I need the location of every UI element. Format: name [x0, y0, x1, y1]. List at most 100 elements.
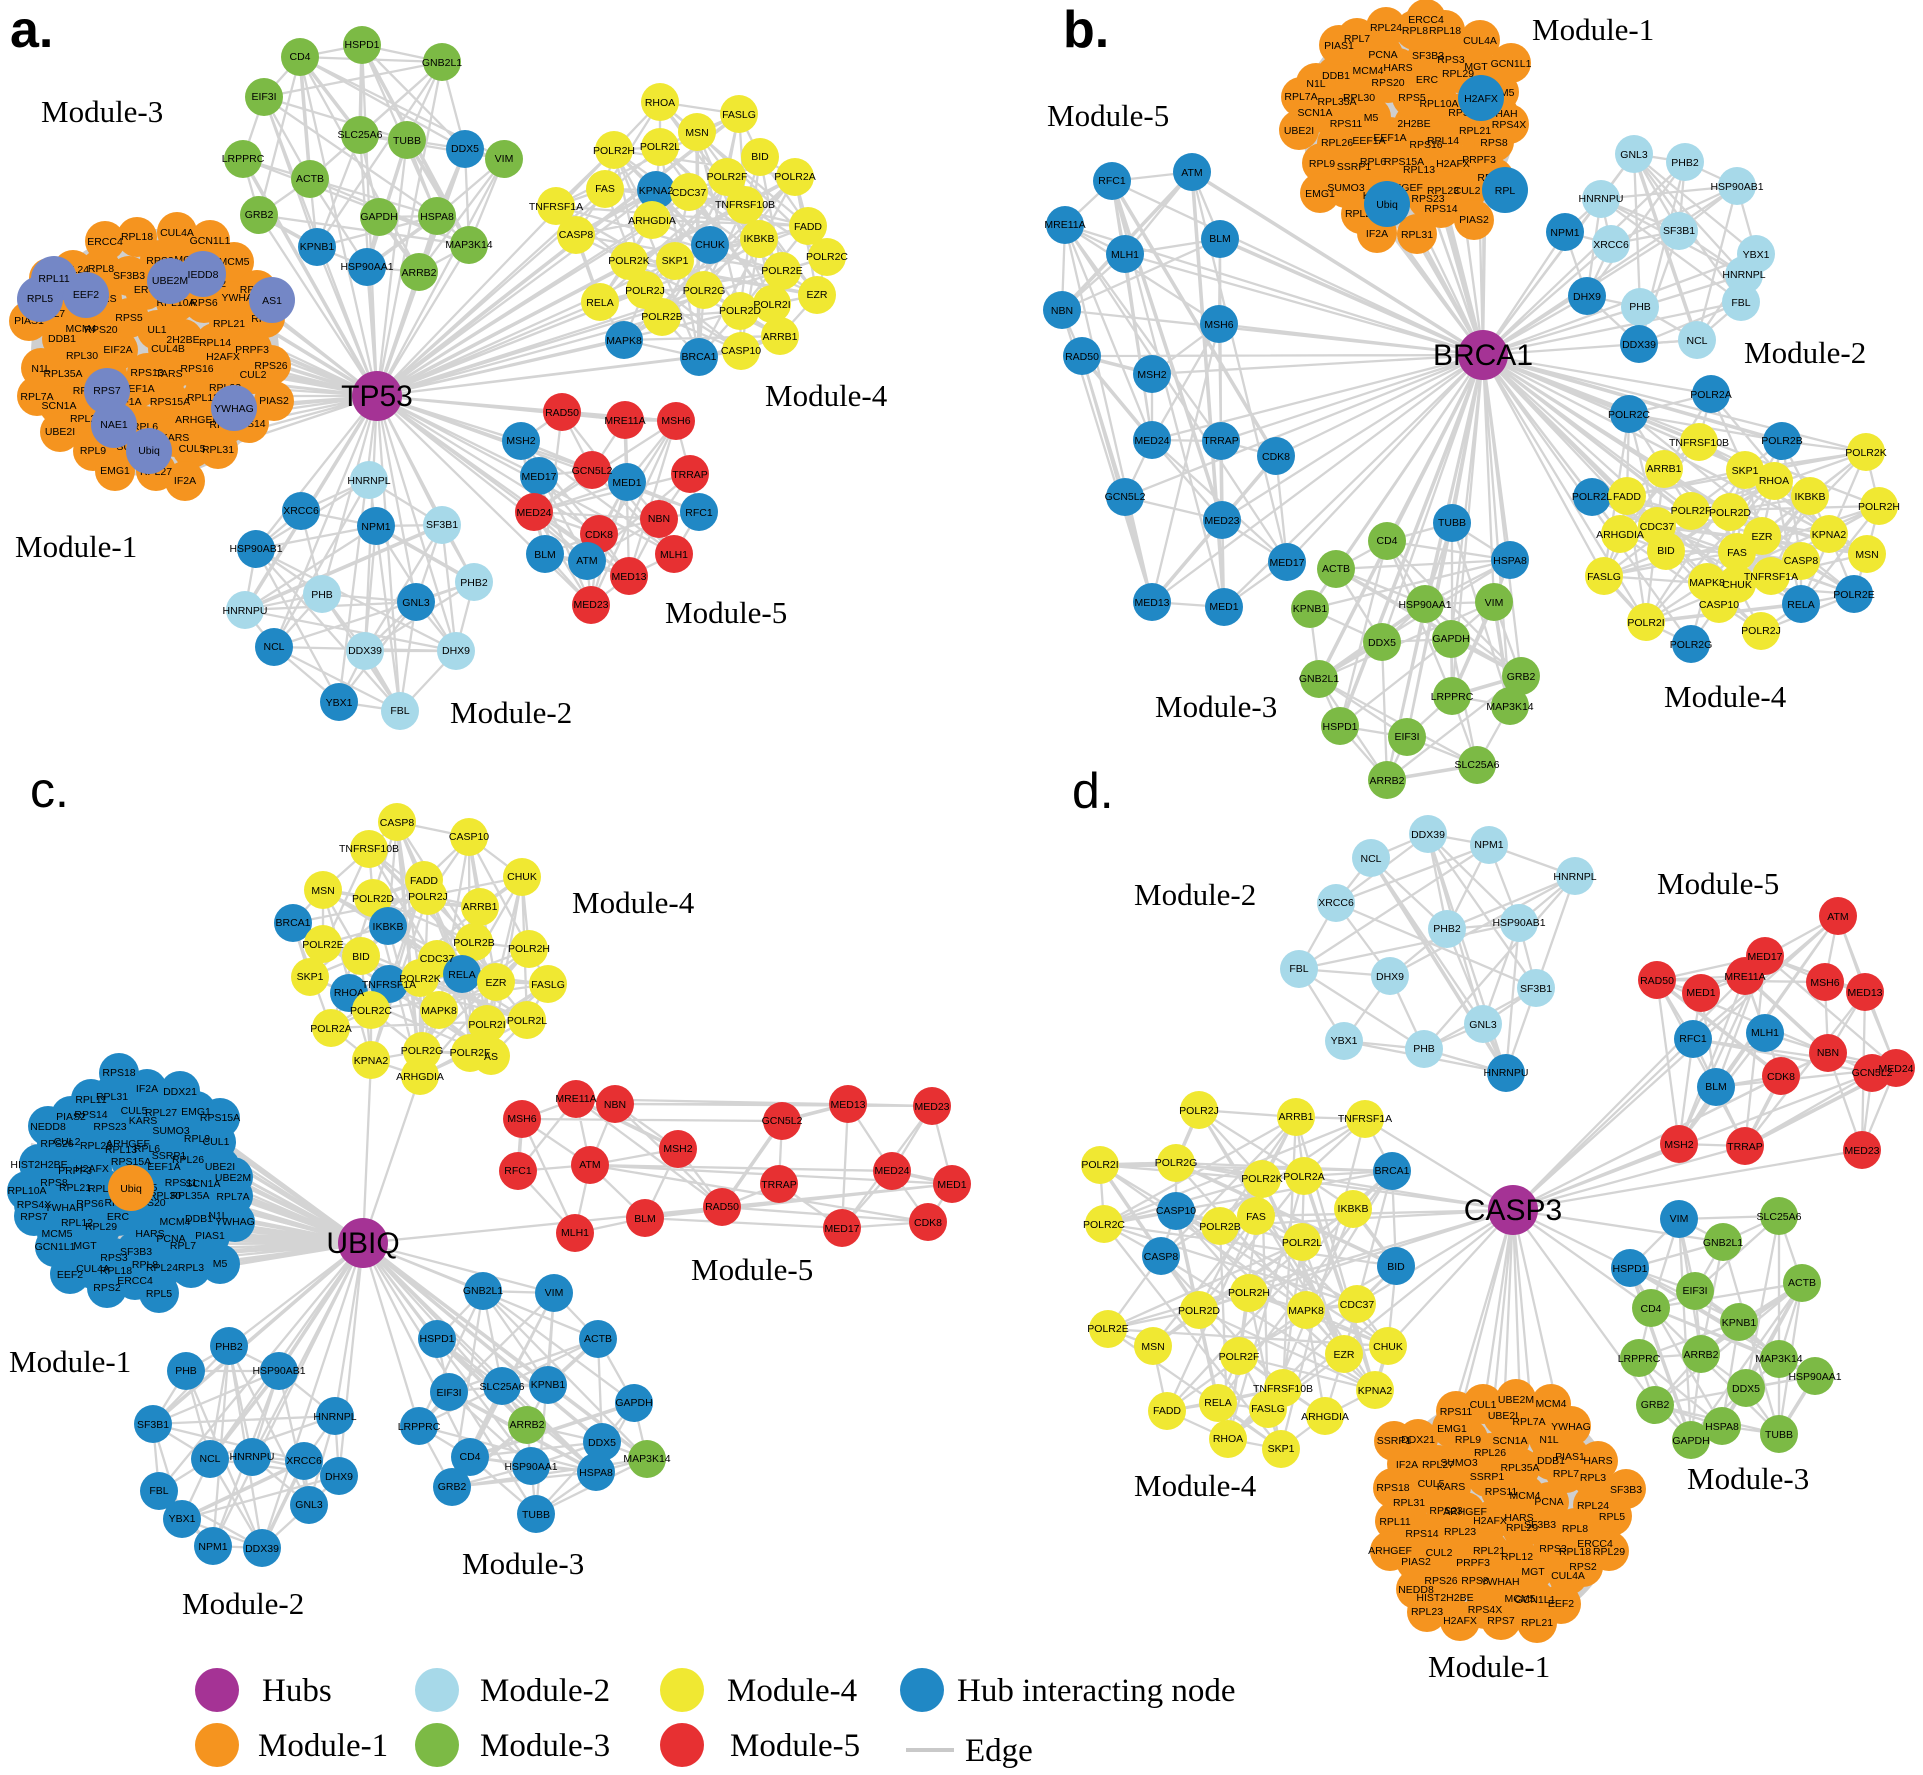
svg-text:RPL11: RPL11 — [38, 273, 69, 285]
svg-text:PRPF3: PRPF3 — [58, 1165, 92, 1177]
svg-text:RPL21: RPL21 — [213, 318, 245, 330]
svg-text:SKP1: SKP1 — [297, 971, 324, 983]
svg-text:ERCC4: ERCC4 — [87, 236, 123, 248]
svg-text:MED23: MED23 — [1204, 515, 1239, 527]
svg-text:BRCA1: BRCA1 — [1433, 339, 1533, 372]
svg-text:CUL2: CUL2 — [54, 1136, 81, 1148]
svg-text:YBX1: YBX1 — [169, 1513, 196, 1525]
svg-text:Module-2: Module-2 — [182, 1586, 304, 1621]
svg-text:NCL: NCL — [199, 1453, 220, 1465]
svg-text:SKP1: SKP1 — [662, 255, 689, 267]
svg-text:MGT: MGT — [73, 1240, 97, 1252]
svg-text:MED1: MED1 — [1209, 601, 1238, 613]
svg-text:RPS8: RPS8 — [1461, 1575, 1489, 1587]
svg-text:RPL10A: RPL10A — [1419, 98, 1458, 110]
svg-text:SCN1A: SCN1A — [185, 1178, 220, 1190]
svg-text:POLR2H: POLR2H — [1858, 501, 1900, 513]
svg-text:CASP10: CASP10 — [1699, 599, 1739, 611]
svg-text:DDX39: DDX39 — [245, 1543, 279, 1555]
svg-text:KPNB1: KPNB1 — [300, 241, 335, 253]
svg-text:RPL7A: RPL7A — [1284, 91, 1317, 103]
svg-text:BID: BID — [1387, 1261, 1405, 1273]
svg-text:CUL1: CUL1 — [203, 1136, 230, 1148]
svg-text:H2AFX: H2AFX — [1473, 1515, 1507, 1527]
svg-text:MSH2: MSH2 — [1664, 1139, 1693, 1151]
svg-text:PHB2: PHB2 — [1433, 923, 1461, 935]
svg-text:ATM: ATM — [1827, 911, 1848, 923]
svg-text:Module-1: Module-1 — [1428, 1649, 1550, 1684]
svg-text:RPL18: RPL18 — [100, 1265, 132, 1277]
svg-text:NBN: NBN — [648, 513, 670, 525]
svg-text:POLR2B: POLR2B — [1761, 435, 1802, 447]
svg-text:NEDD8: NEDD8 — [1398, 1584, 1434, 1596]
svg-text:KPNA2: KPNA2 — [1812, 529, 1847, 541]
svg-text:POLR2C: POLR2C — [806, 251, 848, 263]
svg-text:Module-5: Module-5 — [1047, 98, 1169, 133]
svg-text:TUBB: TUBB — [393, 135, 421, 147]
svg-text:TNFRSF10B: TNFRSF10B — [1669, 437, 1729, 449]
svg-text:NPM1: NPM1 — [198, 1541, 227, 1553]
svg-text:RPS6: RPS6 — [76, 1198, 104, 1210]
svg-text:CUL4A: CUL4A — [1551, 1570, 1585, 1582]
svg-text:POLR2I: POLR2I — [753, 299, 790, 311]
svg-text:RPL6: RPL6 — [1360, 156, 1386, 168]
svg-text:RPL23: RPL23 — [1411, 1606, 1443, 1618]
svg-text:RPL27: RPL27 — [1422, 1459, 1454, 1471]
svg-text:POLR2A: POLR2A — [774, 171, 815, 183]
svg-text:HSP90AA1: HSP90AA1 — [504, 1461, 557, 1473]
svg-text:CASP10: CASP10 — [449, 831, 489, 843]
svg-text:RPS11: RPS11 — [1485, 1486, 1518, 1498]
svg-text:CDK8: CDK8 — [1767, 1071, 1795, 1083]
svg-text:RPS2: RPS2 — [1569, 1561, 1597, 1573]
svg-text:FADD: FADD — [1613, 491, 1641, 503]
svg-text:b.: b. — [1063, 1, 1109, 59]
svg-text:ERCC4: ERCC4 — [1408, 14, 1444, 26]
svg-text:RPL21: RPL21 — [1473, 1545, 1505, 1557]
svg-text:TNFRSF1A: TNFRSF1A — [1744, 571, 1798, 583]
svg-text:POLR2B: POLR2B — [1199, 1221, 1240, 1233]
svg-text:KPNA2: KPNA2 — [354, 1055, 389, 1067]
svg-text:EEF2: EEF2 — [1548, 1598, 1574, 1610]
svg-text:CUL2: CUL2 — [1454, 185, 1481, 197]
svg-text:RPS15A: RPS15A — [200, 1112, 240, 1124]
svg-text:DHX9: DHX9 — [1376, 971, 1404, 983]
svg-text:Module-1: Module-1 — [15, 529, 137, 564]
svg-text:POLR2J: POLR2J — [408, 891, 448, 903]
svg-text:CD4: CD4 — [1640, 1303, 1661, 1315]
svg-text:ARRB1: ARRB1 — [462, 901, 497, 913]
svg-text:RPS11: RPS11 — [165, 1177, 198, 1189]
svg-text:RELA: RELA — [1787, 599, 1814, 611]
svg-text:ERCC4: ERCC4 — [1577, 1538, 1613, 1550]
svg-text:ATM: ATM — [576, 555, 597, 567]
svg-text:SLC25A6: SLC25A6 — [338, 129, 383, 141]
svg-text:HSPA8: HSPA8 — [579, 1467, 613, 1479]
svg-text:BRCA1: BRCA1 — [275, 917, 310, 929]
svg-text:FASLG: FASLG — [1251, 1403, 1285, 1415]
svg-text:GRB2: GRB2 — [1507, 671, 1536, 683]
svg-text:RPS4X: RPS4X — [1468, 1604, 1502, 1616]
svg-text:RPS16: RPS16 — [1409, 139, 1442, 151]
svg-text:MLH1: MLH1 — [561, 1227, 589, 1239]
svg-text:MAP3K14: MAP3K14 — [445, 239, 492, 251]
svg-text:HNRNPL: HNRNPL — [1722, 269, 1765, 281]
svg-text:Module-2: Module-2 — [480, 1673, 610, 1709]
svg-text:UBE2I: UBE2I — [1488, 1410, 1518, 1422]
svg-text:N1L: N1L — [1306, 78, 1325, 90]
svg-text:RPL21: RPL21 — [59, 1182, 91, 1194]
svg-text:SSRP1: SSRP1 — [1470, 1471, 1505, 1483]
svg-text:PCNA: PCNA — [156, 1233, 185, 1245]
svg-text:DDB1: DDB1 — [1537, 1455, 1565, 1467]
svg-text:POLR2A: POLR2A — [1690, 389, 1731, 401]
svg-text:CASP8: CASP8 — [1144, 1251, 1179, 1263]
svg-text:SF3B1: SF3B1 — [426, 519, 458, 531]
svg-text:POLR2K: POLR2K — [1845, 447, 1886, 459]
svg-text:TUBB: TUBB — [1765, 1429, 1793, 1441]
svg-text:GCN1L1: GCN1L1 — [35, 1241, 76, 1253]
svg-text:SSRP1: SSRP1 — [1377, 1435, 1412, 1447]
svg-text:ARHGDIA: ARHGDIA — [1596, 529, 1644, 541]
svg-text:CUL5: CUL5 — [1418, 1478, 1445, 1490]
svg-text:PHB2: PHB2 — [1671, 157, 1699, 169]
svg-text:YBX1: YBX1 — [1743, 249, 1770, 261]
svg-text:RPL12: RPL12 — [1501, 1551, 1533, 1563]
svg-text:MED1: MED1 — [1686, 987, 1715, 999]
